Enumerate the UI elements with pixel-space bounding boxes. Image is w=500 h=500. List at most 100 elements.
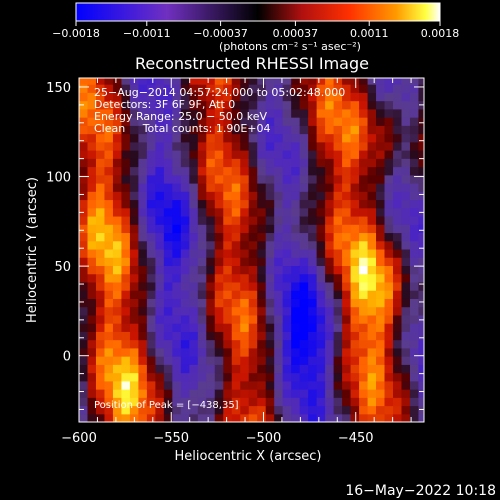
heatmap-cell (231, 92, 241, 102)
heatmap-cell (189, 199, 199, 209)
heatmap-cell (342, 339, 352, 349)
heatmap-cell (350, 339, 360, 349)
heatmap-cell (206, 273, 216, 283)
heatmap-cell (104, 150, 114, 159)
heatmap-cell (197, 347, 207, 357)
heatmap-cell (248, 215, 258, 225)
heatmap-cell (155, 290, 165, 299)
heatmap-cell (129, 339, 140, 349)
heatmap-cell (104, 380, 114, 390)
heatmap-cell (393, 257, 403, 267)
heatmap-cell (155, 356, 165, 365)
heatmap-cell (79, 224, 89, 234)
heatmap-cell (180, 364, 190, 374)
heatmap-cell (359, 397, 369, 407)
heatmap-cell (282, 191, 292, 201)
heatmap-cell (393, 232, 403, 242)
heatmap-cell (299, 240, 309, 250)
heatmap-cell (350, 84, 360, 93)
heatmap-cell (274, 78, 284, 85)
heatmap-cell (79, 314, 89, 324)
heatmap-cell (180, 405, 190, 415)
heatmap-cell (282, 323, 292, 332)
heatmap-cell (342, 265, 352, 275)
heatmap-cell (231, 232, 241, 242)
heatmap-cell (333, 290, 343, 299)
heatmap-cell (333, 92, 343, 102)
heatmap-cell (367, 182, 377, 192)
heatmap-cell (180, 257, 190, 267)
heatmap-cell (180, 84, 190, 93)
heatmap-cell (308, 265, 318, 275)
heatmap-cell (172, 108, 182, 118)
heatmap-cell (163, 141, 173, 151)
heatmap-cell (350, 273, 360, 283)
heatmap-cell (316, 364, 326, 374)
heatmap-cell (342, 281, 352, 291)
heatmap-cell (350, 78, 360, 85)
heatmap-cell (333, 78, 343, 85)
heatmap-cell (223, 281, 233, 291)
heatmap-cell (409, 314, 420, 324)
heatmap-cell (393, 224, 403, 234)
heatmap-cell (367, 306, 377, 316)
heatmap-cell (299, 265, 309, 275)
heatmap-cell (189, 150, 199, 159)
heatmap-cell (282, 240, 292, 250)
heatmap-cell (79, 306, 89, 316)
heatmap-cell (95, 413, 106, 422)
heatmap-cell (112, 306, 123, 316)
heatmap-cell (384, 215, 394, 225)
heatmap-cell (206, 133, 216, 143)
heatmap-cell (206, 372, 216, 382)
heatmap-cell (155, 150, 165, 159)
heatmap-cell (291, 133, 301, 143)
heatmap-cell (248, 133, 258, 143)
heatmap-cell (248, 158, 258, 168)
heatmap-cell (376, 78, 386, 85)
heatmap-cell (138, 125, 148, 135)
heatmap-cell (359, 141, 369, 151)
heatmap-cell (401, 141, 411, 151)
heatmap-cell (146, 125, 156, 135)
heatmap-cell (333, 273, 343, 283)
heatmap-cell (172, 174, 182, 184)
heatmap-cell (95, 298, 106, 308)
heatmap-cell (248, 413, 258, 422)
heatmap-cell (121, 182, 131, 192)
heatmap-cell (333, 298, 343, 308)
heatmap-cell (172, 356, 182, 365)
heatmap-cell (291, 281, 301, 291)
heatmap-cell (206, 290, 216, 299)
heatmap-cell (163, 158, 173, 168)
heatmap-cell (265, 397, 275, 407)
heatmap-cell (231, 84, 241, 93)
heatmap-cell (180, 182, 190, 192)
heatmap-cell (180, 372, 190, 382)
heatmap-cell (265, 380, 275, 390)
heatmap-cell (214, 133, 224, 143)
heatmap-cell (291, 232, 301, 242)
heatmap-cell (129, 372, 140, 382)
heatmap-cell (104, 265, 114, 275)
heatmap-cell (121, 199, 131, 209)
heatmap-cell (163, 397, 173, 407)
heatmap-cell (180, 265, 190, 275)
heatmap-cell (248, 306, 258, 316)
heatmap-cell (325, 215, 335, 225)
heatmap-cell (163, 125, 173, 135)
heatmap-cell (112, 347, 123, 357)
heatmap-cell (112, 232, 123, 242)
heatmap-cell (206, 265, 216, 275)
heatmap-cell (384, 372, 394, 382)
heatmap-cell (282, 84, 292, 93)
heatmap-cell (367, 240, 377, 250)
heatmap-cell (214, 364, 224, 374)
heatmap-cell (342, 389, 352, 398)
heatmap-cell (418, 413, 424, 422)
heatmap-cell (129, 248, 140, 258)
heatmap-cell (163, 150, 173, 159)
heatmap-cell (95, 281, 106, 291)
heatmap-cell (257, 339, 267, 349)
heatmap-cell (308, 141, 318, 151)
